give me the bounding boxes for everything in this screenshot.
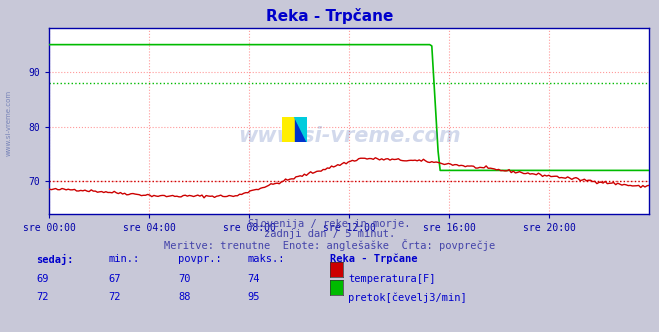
Text: min.:: min.:: [109, 254, 140, 264]
Text: 74: 74: [247, 274, 260, 284]
Text: sedaj:: sedaj:: [36, 254, 74, 265]
Text: www.si-vreme.com: www.si-vreme.com: [5, 90, 12, 156]
Text: 69: 69: [36, 274, 49, 284]
Text: 95: 95: [247, 292, 260, 302]
Text: Slovenija / reke in morje.: Slovenija / reke in morje.: [248, 219, 411, 229]
Text: pretok[čevelj3/min]: pretok[čevelj3/min]: [348, 292, 467, 303]
Bar: [282, 117, 295, 142]
Text: povpr.:: povpr.:: [178, 254, 221, 264]
Text: Reka - Trpčane: Reka - Trpčane: [266, 8, 393, 24]
Text: zadnji dan / 5 minut.: zadnji dan / 5 minut.: [264, 229, 395, 239]
Bar: [295, 117, 307, 142]
Text: temperatura[F]: temperatura[F]: [348, 274, 436, 284]
Text: 67: 67: [109, 274, 121, 284]
Text: 72: 72: [109, 292, 121, 302]
Polygon shape: [295, 117, 307, 142]
Text: Reka - Trpčane: Reka - Trpčane: [330, 254, 417, 265]
Text: www.si-vreme.com: www.si-vreme.com: [238, 126, 461, 146]
Text: 70: 70: [178, 274, 190, 284]
Text: 88: 88: [178, 292, 190, 302]
Text: Meritve: trenutne  Enote: anglešaške  Črta: povprečje: Meritve: trenutne Enote: anglešaške Črta…: [164, 239, 495, 251]
Text: 72: 72: [36, 292, 49, 302]
Text: maks.:: maks.:: [247, 254, 285, 264]
